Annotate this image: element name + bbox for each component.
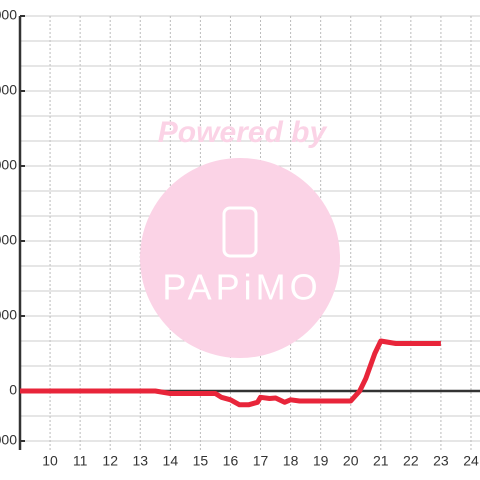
y-tick-label: 150,000 — [0, 7, 17, 23]
y-tick-label: 0 — [9, 382, 17, 398]
y-tick-label: 90,000 — [0, 157, 17, 173]
x-tick-label: 13 — [132, 453, 148, 469]
x-tick-label: 14 — [163, 453, 179, 469]
x-tick-label: 22 — [403, 453, 419, 469]
x-tick-label: 17 — [253, 453, 269, 469]
x-tick-label: 16 — [223, 453, 239, 469]
y-tick-label: -20,000 — [0, 432, 17, 448]
x-tick-label: 23 — [433, 453, 449, 469]
x-tick-label: 11 — [73, 453, 88, 469]
x-tick-label: 15 — [193, 453, 209, 469]
x-tick-label: 24 — [463, 453, 479, 469]
y-tick-label: 60,000 — [0, 232, 17, 248]
x-tick-label: 12 — [102, 453, 118, 469]
x-tick-label: 20 — [343, 453, 359, 469]
x-tick-label: 18 — [283, 453, 299, 469]
x-tick-label: 10 — [42, 453, 58, 469]
y-tick-label: 120,000 — [0, 82, 17, 98]
x-tick-label: 19 — [313, 453, 329, 469]
watermark-text: PAPiMO — [162, 267, 321, 308]
line-series — [20, 338, 441, 408]
y-tick-label: 30,000 — [0, 307, 17, 323]
watermark-icon — [222, 206, 258, 258]
watermark-circle — [140, 158, 340, 358]
x-tick-label: 21 — [373, 453, 389, 469]
watermark-text: Powered by — [158, 116, 328, 149]
